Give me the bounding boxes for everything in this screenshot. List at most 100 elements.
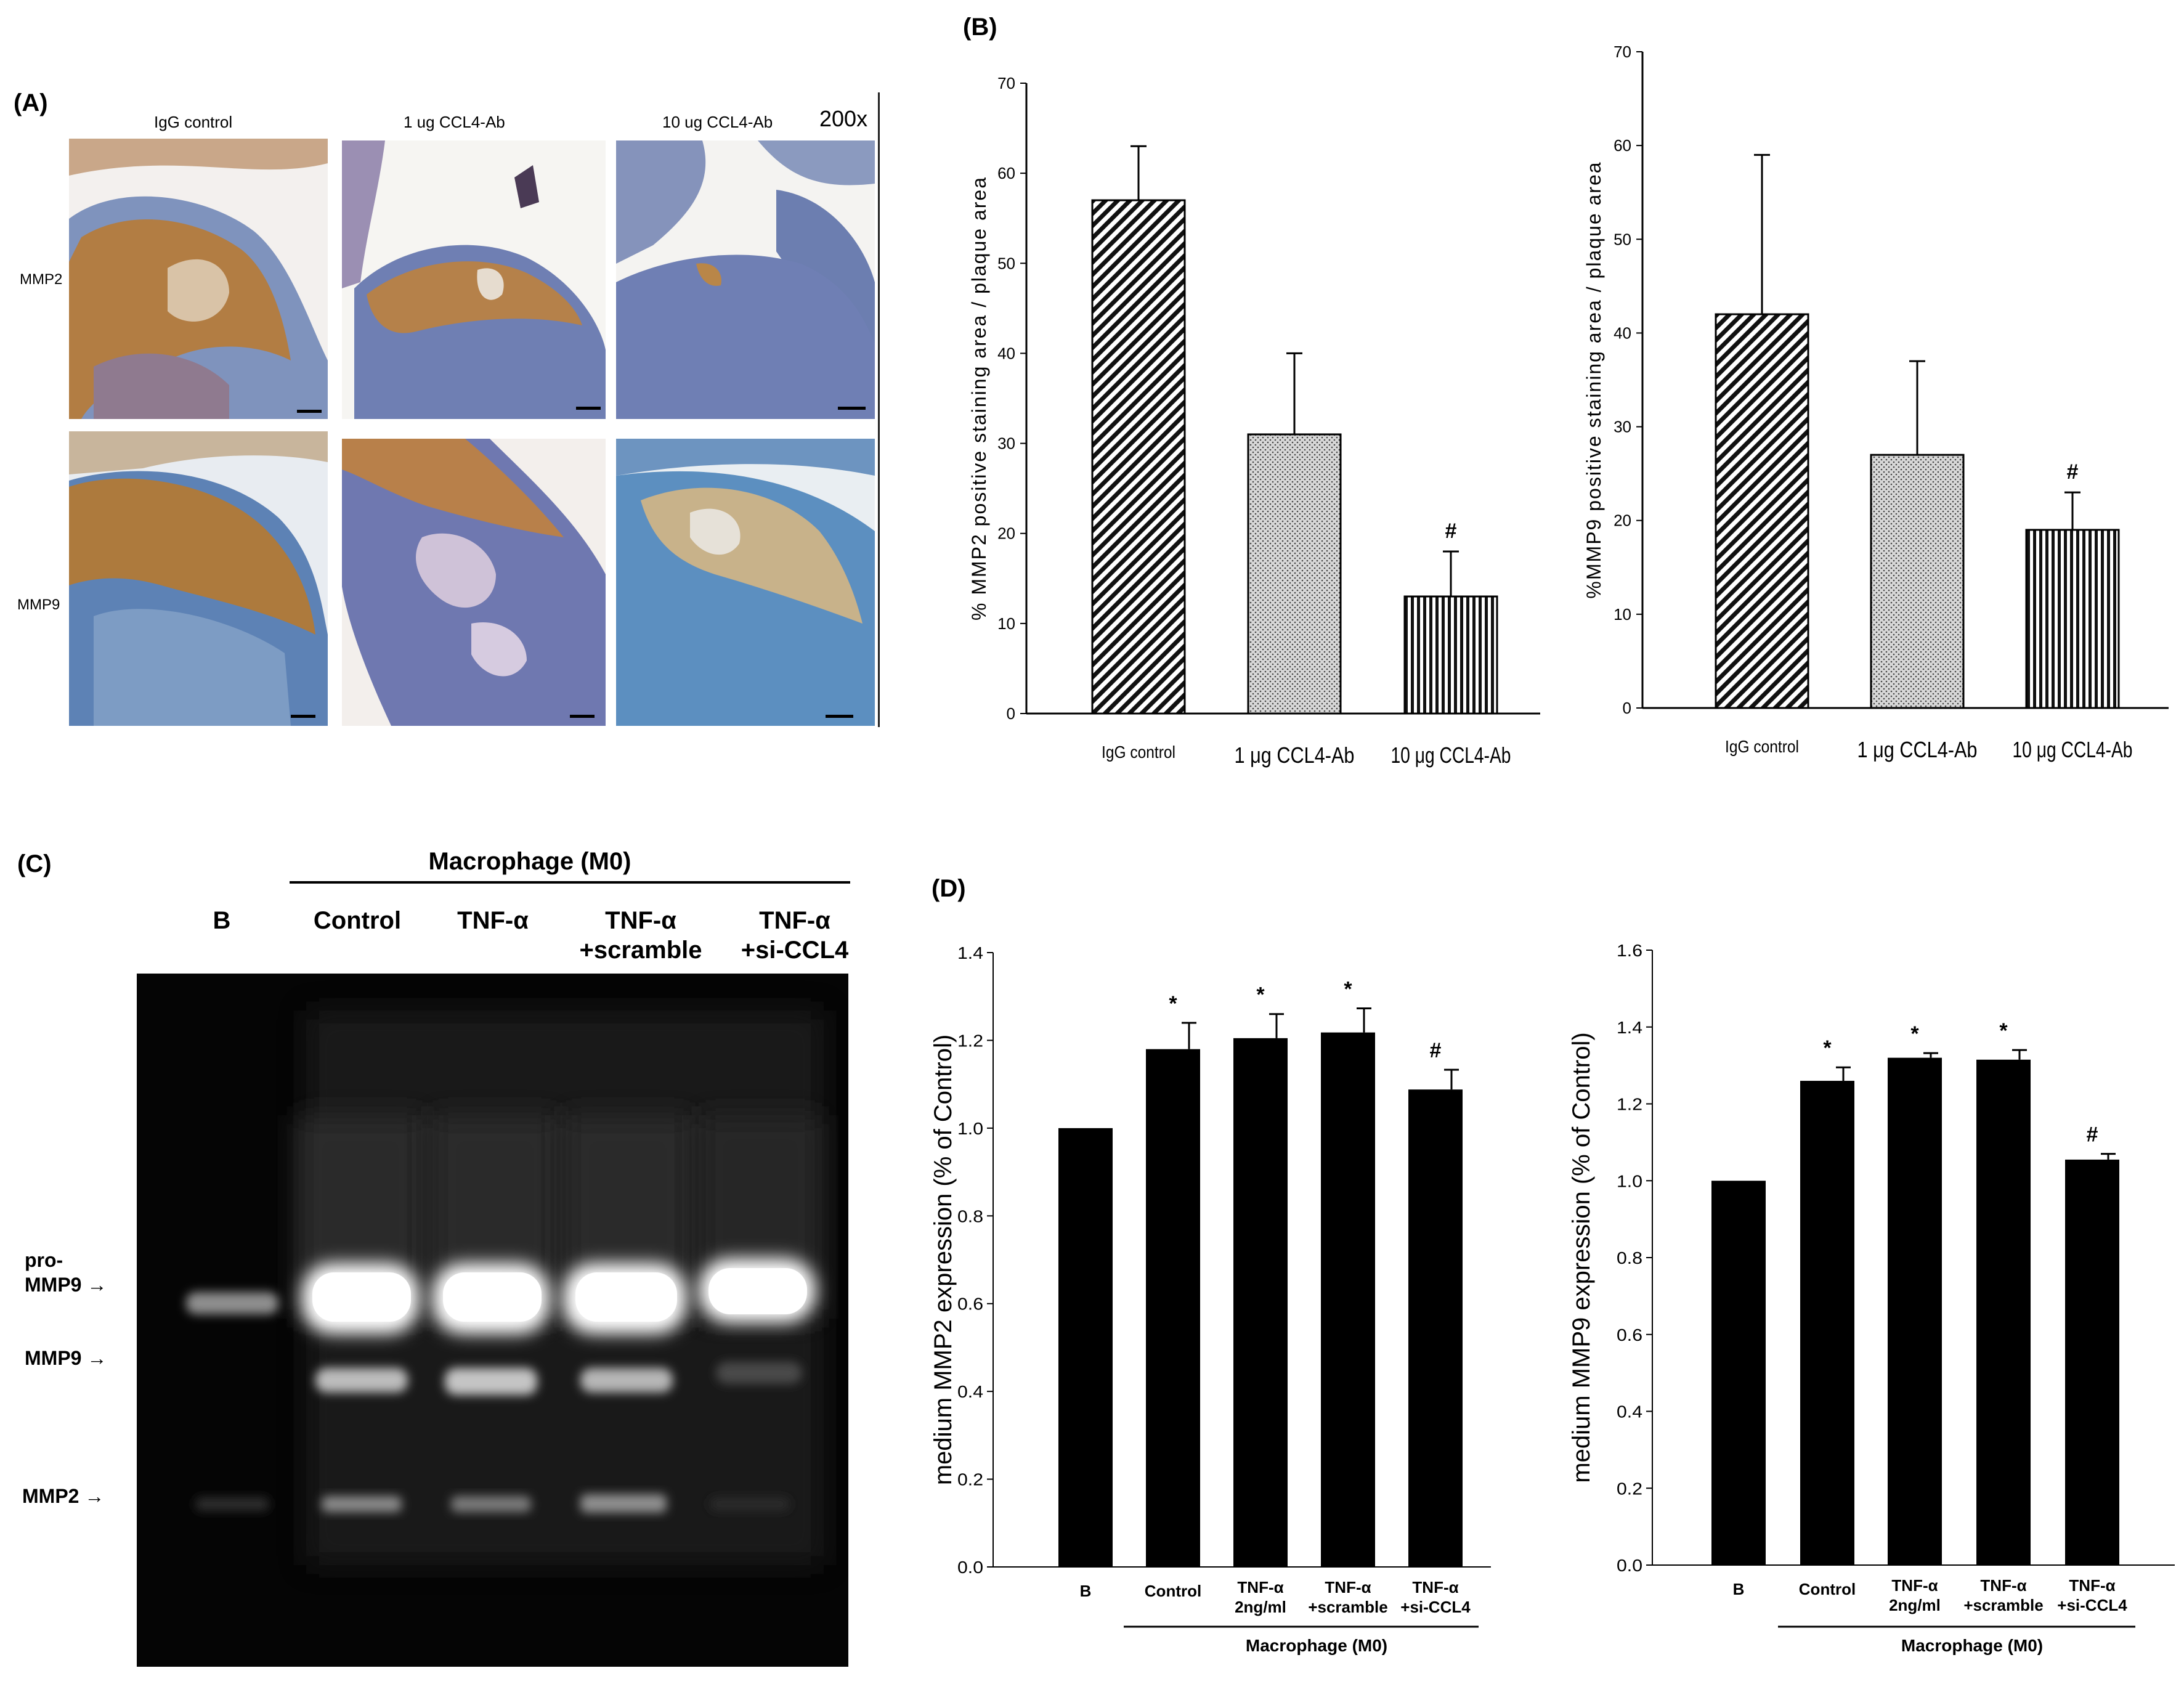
y-tick-label: 0.2 [957, 1470, 983, 1489]
x-tick-label: 2ng/ml [1235, 1598, 1286, 1616]
bar [1247, 433, 1342, 715]
chart-mmp9-staining: 0 10 20 30 40 50 60 70 %MMP9 positive staining a… [1583, 43, 2169, 762]
significance-mark: * [1344, 977, 1352, 1001]
histo-mmp9-1ug-image [342, 439, 606, 726]
histo-mmp2-1ug-image [342, 140, 606, 419]
x-tick-label: Control [1145, 1582, 1201, 1600]
y-tick-label: 0.2 [1617, 1479, 1642, 1498]
x-tick-label: B [1080, 1582, 1092, 1600]
x-tick-label: IgG control [1725, 737, 1799, 756]
bar [1091, 199, 1186, 715]
gel-lane-label-tnf-line1: TNF-α [457, 907, 529, 934]
significance-mark: * [1256, 983, 1265, 1007]
histo-row-mmp9: MMP9 [17, 596, 60, 613]
x-tick-label: +scramble [1963, 1596, 2043, 1614]
y-tick-label: 1.4 [1617, 1018, 1642, 1037]
x-tick-label: B [1733, 1580, 1745, 1598]
bar [1058, 1128, 1113, 1567]
gel-lane-label-tnf-scramble-line2: +scramble [579, 937, 702, 964]
y-tick-label: 0.0 [957, 1558, 983, 1577]
y-tick-label: 30 [1614, 418, 1631, 436]
y-tick-label: 60 [997, 164, 1015, 182]
significance-mark: * [1823, 1036, 1832, 1060]
histo-mmp9-10ug-image [616, 439, 875, 726]
y-tick-label: 0.6 [1617, 1325, 1642, 1344]
x-tick-label: TNF-α [1891, 1576, 1938, 1595]
gel-lane-label-control-line1: Control [313, 907, 402, 934]
x-tick-label: TNF-α [2069, 1576, 2115, 1595]
gel-band-label-mmp9: MMP9 → [25, 1346, 107, 1370]
y-tick-label: 40 [1614, 323, 1631, 342]
gel-band-label-pro-mmp9-line1: pro- [25, 1249, 63, 1271]
gel-band-label-pro-mmp9-line2-wrap: MMP9 → [25, 1272, 107, 1297]
gel-band-label-pro-mmp9: pro- MMP9 → [25, 1248, 107, 1297]
group-label: Macrophage (M0) [1901, 1636, 2043, 1655]
y-tick-label: 1.4 [957, 943, 983, 962]
histo-col-10ug: 10 ug CCL4-Ab [662, 113, 773, 131]
panel-label-d: (D) [932, 875, 966, 902]
histo-col-1ug: 1 ug CCL4-Ab [404, 113, 505, 131]
y-tick-label: 0.6 [957, 1295, 983, 1314]
gel-lane-label-tnf: TNF-α [425, 906, 561, 935]
histo-divider [878, 92, 880, 727]
significance-mark: * [1169, 992, 1177, 1015]
y-tick-label: 0 [1007, 704, 1015, 723]
gel-lane-label-tnf-si: TNF-α +si-CCL4 [721, 906, 869, 965]
bar [1888, 1057, 1942, 1565]
y-tick-label: 1.2 [957, 1031, 983, 1050]
gel-band-label-mmp2: MMP2 → [22, 1484, 104, 1508]
x-tick-label: +scramble [1308, 1598, 1387, 1616]
y-axis-label: medium MMP2 expression (% of Control) [930, 1035, 957, 1485]
x-tick-label: IgG control [1102, 742, 1175, 762]
significance-mark: # [2067, 460, 2079, 484]
bar [2025, 529, 2120, 709]
magnification-label: 200x [819, 106, 868, 131]
bar [1408, 1089, 1463, 1567]
panel-label-c: (C) [17, 850, 52, 877]
y-tick-label: 10 [997, 614, 1015, 633]
x-tick-label: +si-CCL4 [1400, 1598, 1471, 1616]
gel-group-line [290, 881, 850, 884]
y-tick-label: 50 [997, 254, 1015, 272]
y-tick-label: 1.0 [1617, 1171, 1642, 1190]
histo-mmp2-igg-image [69, 139, 328, 419]
y-axis-label: %MMP9 positive staining area / plaque ar… [1583, 161, 1605, 598]
x-tick-label: TNF-α [1325, 1578, 1371, 1597]
y-tick-label: 50 [1614, 230, 1631, 248]
y-tick-label: 60 [1614, 136, 1631, 155]
bar [1321, 1032, 1375, 1567]
y-tick-label: 20 [997, 524, 1015, 543]
gel-lane-label-b: B [185, 906, 259, 935]
bar [1711, 1181, 1766, 1565]
x-tick-label: +si-CCL4 [2057, 1596, 2127, 1614]
y-tick-label: 40 [997, 344, 1015, 362]
y-tick-label: 0.8 [1617, 1248, 1642, 1267]
histo-mmp9-igg-image [69, 431, 328, 726]
significance-mark: # [1445, 519, 1457, 543]
gel-lane-label-b-line1: B [213, 907, 231, 934]
gel-lane-label-tnf-si-line2: +si-CCL4 [741, 937, 849, 964]
gel-band-label-mmp9-text: MMP9 [25, 1347, 82, 1369]
chart-mmp2-expression: 0.0 0.2 0.4 0.6 0.8 1.0 1.2 1.4 medium MMP2 expr… [930, 943, 1491, 1655]
y-axis-label: % MMP2 positive staining area / plaque a… [968, 176, 990, 620]
histo-mmp2-10ug-image [616, 140, 875, 419]
significance-mark: # [1430, 1039, 1442, 1062]
x-tick-label: TNF-α [1980, 1576, 2026, 1595]
y-tick-label: 20 [1614, 511, 1631, 530]
gel-group-label: Macrophage (M0) [428, 848, 631, 875]
y-tick-label: 70 [997, 74, 1015, 92]
y-tick-label: 0.4 [957, 1382, 983, 1401]
y-tick-label: 0.8 [957, 1206, 983, 1226]
bar [1976, 1059, 2031, 1565]
y-tick-label: 10 [1614, 605, 1631, 624]
bar [1233, 1038, 1288, 1567]
gel-lane-label-control: Control [290, 906, 425, 935]
arrow-right-icon: → [84, 1485, 105, 1507]
chart-mmp9-expression: 0.0 0.2 0.4 0.6 0.8 1.0 1.2 1.4 1.6 medium MMP9 e… [1568, 941, 2175, 1655]
histo-row-mmp2: MMP2 [20, 271, 63, 288]
bar [1146, 1049, 1200, 1567]
y-tick-label: 0 [1623, 699, 1631, 717]
bar [1870, 454, 1965, 709]
y-tick-label: 0.4 [1617, 1402, 1642, 1422]
